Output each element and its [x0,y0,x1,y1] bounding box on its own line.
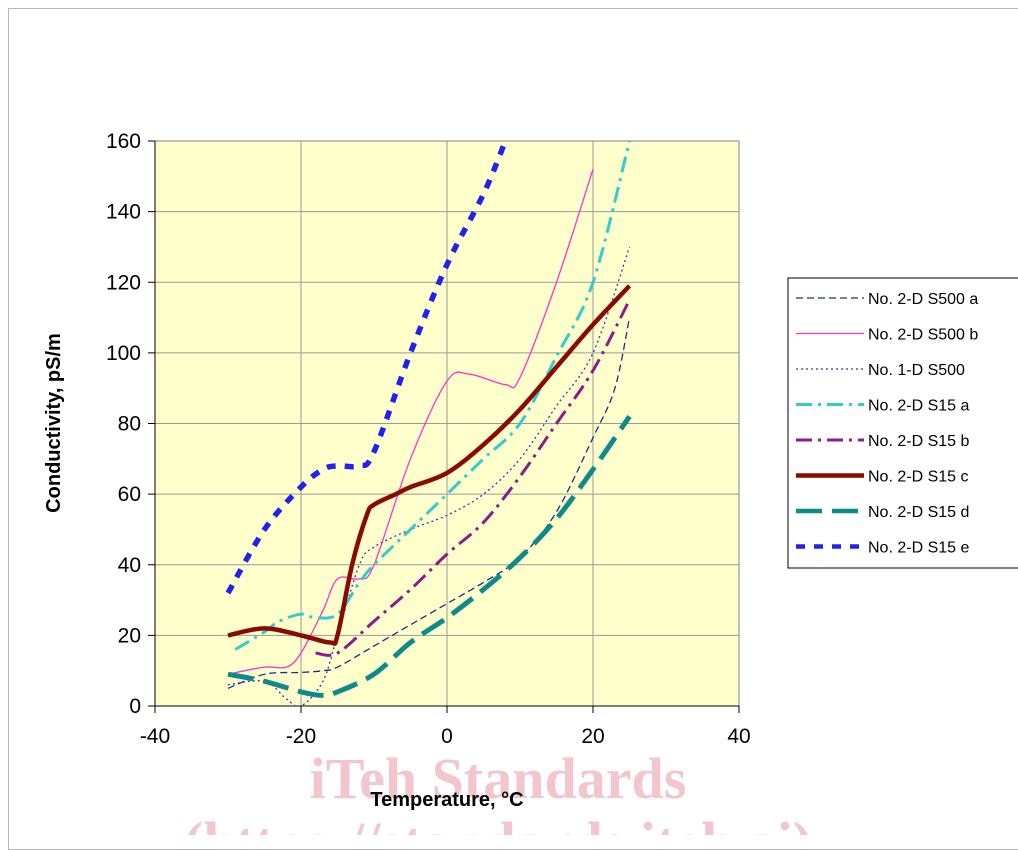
legend-entry-label: No. 2-D S15 a [868,398,969,415]
y-tick-label: 20 [118,624,141,647]
y-tick-label: 0 [129,695,141,718]
legend-entry-label: No. 2-D S15 e [868,540,969,557]
x-tick-label: -40 [140,725,170,748]
x-tick-label: 20 [581,725,604,748]
legend-entry-label: No. 1-D S500 [868,362,965,379]
series-line-2 [227,169,594,675]
series-line-4 [234,141,631,651]
y-axis-title: Conductivity, pS/m [43,333,65,513]
axes [148,140,740,713]
legend-entry-label: No. 2-D S500 b [868,327,978,344]
legend-entry-label: No. 2-D S15 b [868,433,969,450]
series-line-3 [227,246,631,706]
y-tick-label: 160 [106,130,141,153]
y-tick-labels: 0 20 40 60 80 100 120 140 160 [106,130,141,718]
x-tick-label: -20 [286,725,316,748]
x-tick-label: 40 [727,725,750,748]
watermark: iTeh Standards (https://standards.iteh.a… [184,746,812,835]
y-tick-label: 100 [106,342,141,365]
legend-entry-label: No. 2-D S15 c [868,469,968,486]
x-tick-labels: -40 -20 0 20 40 [140,725,751,748]
series-line-5 [315,299,631,657]
y-tick-label: 80 [118,413,141,436]
y-tick-label: 40 [118,554,141,577]
series-line-8 [225,141,508,595]
x-axis-title: Temperature, °C [370,789,523,811]
legend: No. 2-D S500 a No. 2-D S500 b No. 1-D S500… [787,277,1018,569]
series-lines [225,141,632,706]
y-tick-label: 60 [118,483,141,506]
legend-entry-label: No. 2-D S500 a [868,291,978,308]
legend-entry-label: No. 2-D S15 d [868,504,969,521]
y-tick-label: 120 [106,271,141,294]
watermark-line-2: (https://standards.iteh.ai) [184,810,812,835]
x-tick-label: 0 [441,725,453,748]
y-tick-label: 140 [106,201,141,224]
series-line-6 [227,284,632,647]
legend-box [787,277,1018,569]
gridlines [155,141,739,706]
series-line-1 [227,317,631,689]
watermark-line-1: iTeh Standards [310,746,687,811]
series-line-7 [227,415,632,698]
